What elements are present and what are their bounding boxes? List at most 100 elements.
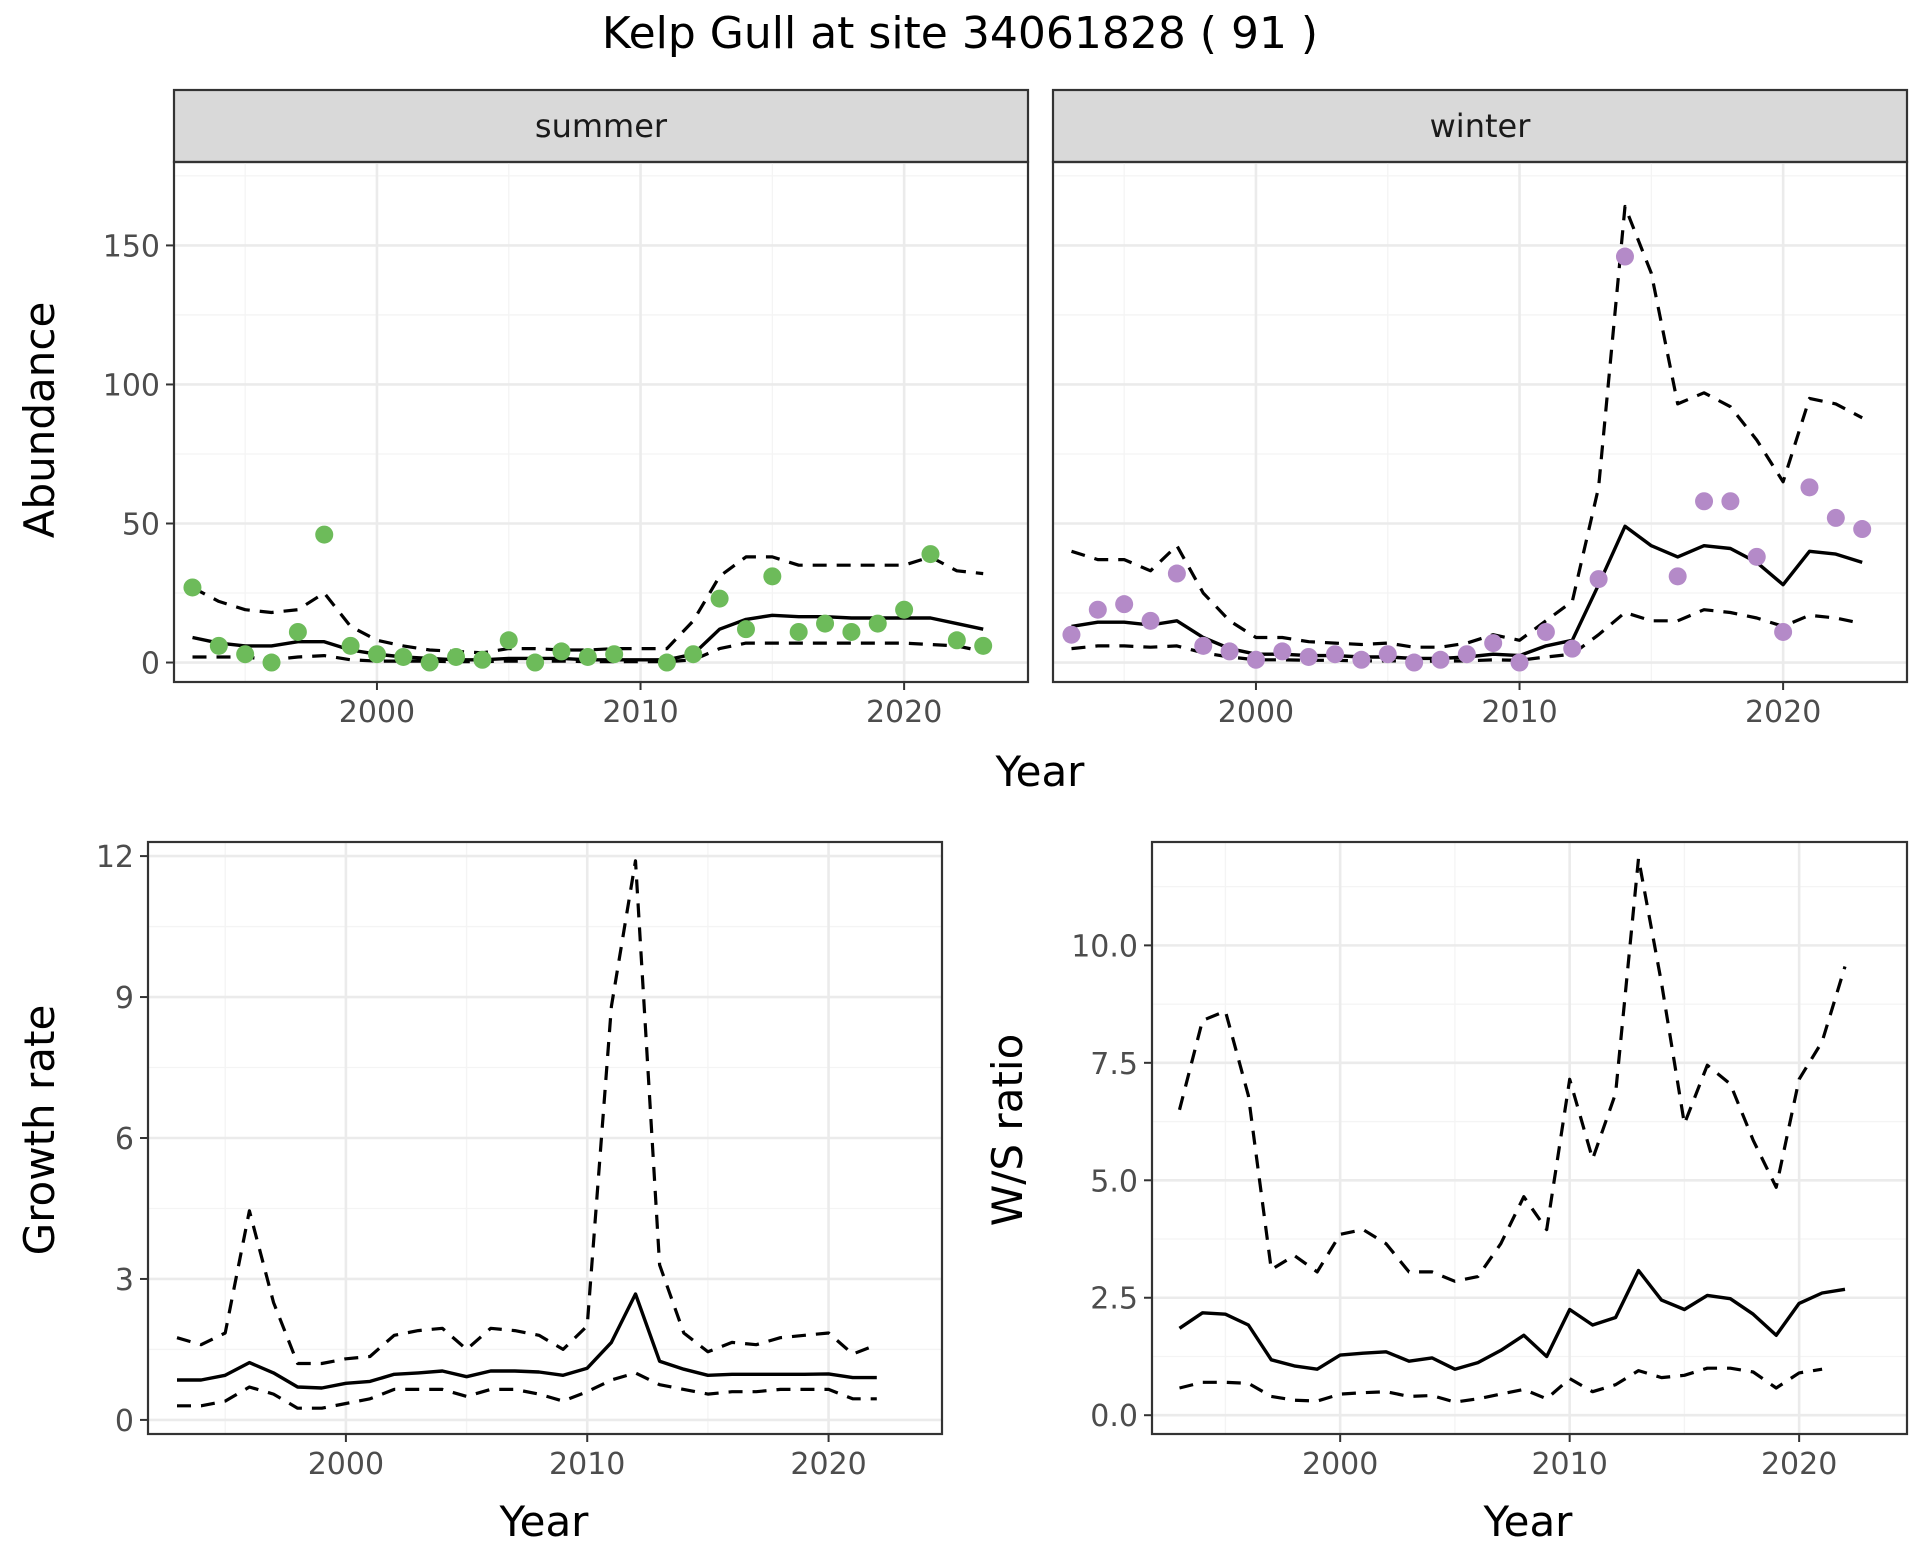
winter-point	[1800, 478, 1819, 497]
ratio-upper-line	[1177, 856, 1847, 1283]
growth-x-tick-label: 2010	[549, 1447, 625, 1482]
growth-upper-line	[176, 859, 878, 1366]
growth-y-axis-title: Growth rate	[15, 1005, 64, 1256]
strip-summer-label: summer	[535, 107, 668, 145]
winter-point	[1668, 567, 1687, 586]
summer-y-tick-label: 50	[122, 507, 160, 542]
winter-point	[1088, 600, 1107, 619]
panel-ratio: 2000 2010 2020 0.0 2.5 5.0 7.5 10.0	[1071, 840, 1909, 1482]
growth-y-tick-label: 0	[115, 1404, 134, 1439]
panel-winter: 2000 2010 2020	[1051, 160, 1909, 730]
summer-point	[552, 642, 571, 661]
growth-y-tick-label: 9	[115, 981, 134, 1016]
ratio-y-axis-title: W/S ratio	[983, 1034, 1032, 1227]
winter-point	[1062, 625, 1081, 644]
growth-x-axis-title: Year	[499, 1497, 590, 1546]
summer-point	[605, 645, 624, 664]
winter-x-tick-label: 2020	[1745, 695, 1821, 730]
winter-point	[1510, 653, 1529, 672]
summer-point	[921, 545, 940, 564]
ratio-x-tick-label: 2020	[1761, 1447, 1837, 1482]
summer-point	[895, 600, 914, 619]
winter-point	[1246, 650, 1265, 669]
summer-point	[367, 645, 386, 664]
winter-x-tick-label: 2000	[1218, 695, 1294, 730]
winter-point	[1589, 570, 1608, 589]
summer-x-tick-label: 2000	[339, 695, 415, 730]
summer-point	[710, 589, 729, 608]
winter-point	[1167, 564, 1186, 583]
summer-y-tick-label: 150	[103, 229, 160, 264]
summer-point	[526, 653, 545, 672]
winter-point	[1141, 611, 1160, 630]
summer-point	[736, 620, 755, 639]
summer-upper-line	[191, 555, 984, 655]
ratio-y-tick-label: 2.5	[1090, 1282, 1138, 1317]
strip-summer-bg	[172, 88, 1030, 164]
growth-y-tick-label: 12	[96, 840, 134, 875]
strip-winter-bg	[1051, 88, 1909, 164]
panel-summer: 2000 2010 2020 0 50 100 150	[103, 160, 1030, 730]
summer-point	[315, 525, 334, 544]
growth-x-tick-label: 2020	[790, 1447, 866, 1482]
summer-point	[657, 653, 676, 672]
summer-point	[341, 636, 360, 655]
ratio-panel-border	[1150, 840, 1909, 1436]
summer-point	[763, 567, 782, 586]
abundance-x-axis-title: Year	[995, 747, 1086, 796]
ratio-x-axis-title: Year	[1483, 1497, 1574, 1546]
winter-point	[1220, 642, 1239, 661]
summer-point	[789, 622, 808, 641]
winter-point	[1536, 622, 1555, 641]
strip-summer: summer	[172, 88, 1030, 164]
summer-point	[499, 631, 518, 650]
ratio-y-tick-label: 10.0	[1071, 929, 1138, 964]
growth-y-tick-label: 3	[115, 1263, 134, 1298]
summer-point	[684, 645, 703, 664]
ratio-y-tick-label: 7.5	[1090, 1047, 1138, 1082]
ratio-x-tick-label: 2010	[1531, 1447, 1607, 1482]
winter-point	[1774, 622, 1793, 641]
winter-point	[1695, 492, 1714, 511]
growth-y-tick-label: 6	[115, 1122, 134, 1157]
winter-point	[1457, 645, 1476, 664]
winter-point	[1378, 645, 1397, 664]
winter-point	[1431, 650, 1450, 669]
summer-y-tick-label: 100	[103, 368, 160, 403]
summer-point	[578, 647, 597, 666]
summer-point	[236, 645, 255, 664]
summer-point	[209, 636, 228, 655]
summer-point	[447, 647, 466, 666]
winter-panel-border	[1051, 160, 1909, 684]
winter-point	[1721, 492, 1740, 511]
summer-point	[288, 622, 307, 641]
winter-point	[1115, 595, 1134, 614]
winter-point	[1405, 653, 1424, 672]
summer-point	[394, 647, 413, 666]
summer-point	[473, 650, 492, 669]
winter-point	[1484, 634, 1503, 653]
ratio-y-tick-label: 5.0	[1090, 1164, 1138, 1199]
growth-lower-line	[177, 1371, 877, 1410]
ratio-x-tick-label: 2000	[1302, 1447, 1378, 1482]
winter-upper-line	[1071, 204, 1863, 649]
winter-x-tick-label: 2010	[1481, 695, 1557, 730]
ratio-y-tick-label: 0.0	[1090, 1399, 1138, 1434]
summer-y-tick-label: 0	[141, 647, 160, 682]
winter-point	[1853, 520, 1872, 539]
winter-point	[1299, 647, 1318, 666]
summer-point	[420, 653, 439, 672]
growth-estimate-line	[177, 1292, 877, 1390]
summer-x-tick-label: 2020	[866, 695, 942, 730]
winter-point	[1352, 650, 1371, 669]
winter-point	[1826, 508, 1845, 527]
summer-point	[947, 631, 966, 650]
winter-point	[1747, 547, 1766, 566]
winter-point	[1273, 642, 1292, 661]
strip-winter-label: winter	[1430, 107, 1532, 145]
panel-growth: 2000 2010 2020 0 3 6 9 12	[96, 840, 944, 1482]
ratio-estimate-line	[1178, 1268, 1846, 1371]
strip-winter: winter	[1051, 88, 1909, 164]
figure-title: Kelp Gull at site 34061828 ( 91 )	[602, 8, 1318, 59]
